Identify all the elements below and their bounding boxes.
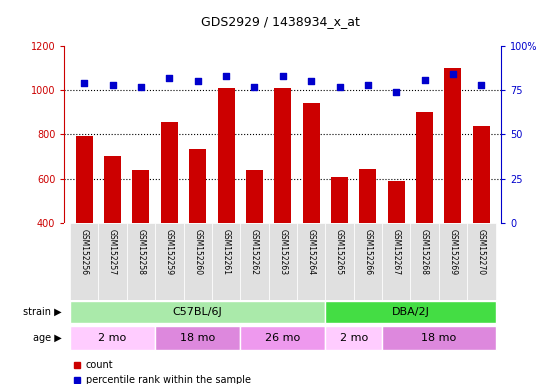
Bar bbox=[302, 104, 320, 223]
Point bbox=[80, 80, 88, 86]
Bar bbox=[127, 223, 155, 300]
Bar bbox=[325, 301, 496, 323]
Point bbox=[477, 82, 486, 88]
Bar bbox=[76, 136, 93, 223]
Bar bbox=[212, 223, 240, 300]
Point bbox=[250, 84, 259, 90]
Text: GSM152267: GSM152267 bbox=[392, 229, 401, 275]
Bar bbox=[331, 177, 348, 223]
Text: GSM152266: GSM152266 bbox=[363, 229, 372, 275]
Text: GSM152261: GSM152261 bbox=[222, 229, 231, 275]
Text: GSM152264: GSM152264 bbox=[307, 229, 316, 275]
Bar bbox=[70, 301, 325, 323]
Bar bbox=[445, 68, 461, 223]
Legend: count, percentile rank within the sample: count, percentile rank within the sample bbox=[69, 356, 255, 384]
Text: DBA/2J: DBA/2J bbox=[391, 307, 430, 317]
Text: GSM152259: GSM152259 bbox=[165, 229, 174, 275]
Point bbox=[278, 73, 287, 79]
Text: GDS2929 / 1438934_x_at: GDS2929 / 1438934_x_at bbox=[200, 15, 360, 28]
Bar bbox=[269, 223, 297, 300]
Bar bbox=[70, 326, 155, 350]
Bar bbox=[360, 169, 376, 223]
Bar bbox=[382, 223, 410, 300]
Bar bbox=[416, 112, 433, 223]
Bar bbox=[388, 181, 405, 223]
Bar bbox=[133, 170, 150, 223]
Bar bbox=[161, 122, 178, 223]
Bar bbox=[104, 157, 121, 223]
Text: GSM152269: GSM152269 bbox=[449, 229, 458, 275]
Bar bbox=[410, 223, 439, 300]
Text: GSM152256: GSM152256 bbox=[80, 229, 88, 275]
Point bbox=[307, 78, 316, 84]
Bar bbox=[189, 149, 206, 223]
Text: GSM152258: GSM152258 bbox=[137, 229, 146, 275]
Text: GSM152262: GSM152262 bbox=[250, 229, 259, 275]
Point bbox=[137, 84, 146, 90]
Point bbox=[165, 75, 174, 81]
Point bbox=[363, 82, 372, 88]
Bar bbox=[467, 223, 496, 300]
Bar bbox=[354, 223, 382, 300]
Bar bbox=[325, 326, 382, 350]
Text: 18 mo: 18 mo bbox=[180, 333, 216, 343]
Bar bbox=[297, 223, 325, 300]
Bar bbox=[218, 88, 235, 223]
Text: 18 mo: 18 mo bbox=[421, 333, 456, 343]
Text: 2 mo: 2 mo bbox=[339, 333, 368, 343]
Text: 2 mo: 2 mo bbox=[99, 333, 127, 343]
Point bbox=[392, 89, 401, 95]
Text: GSM152257: GSM152257 bbox=[108, 229, 117, 275]
Point bbox=[222, 73, 231, 79]
Bar bbox=[240, 326, 325, 350]
Text: GSM152265: GSM152265 bbox=[335, 229, 344, 275]
Bar bbox=[240, 223, 269, 300]
Bar bbox=[155, 326, 240, 350]
Point bbox=[449, 71, 458, 78]
Point bbox=[335, 84, 344, 90]
Point bbox=[108, 82, 117, 88]
Text: GSM152268: GSM152268 bbox=[420, 229, 429, 275]
Text: C57BL/6J: C57BL/6J bbox=[173, 307, 222, 317]
Bar bbox=[246, 170, 263, 223]
Bar bbox=[325, 223, 354, 300]
Bar bbox=[274, 88, 291, 223]
Point bbox=[420, 76, 429, 83]
Text: GSM152260: GSM152260 bbox=[193, 229, 202, 275]
Bar bbox=[439, 223, 467, 300]
Bar bbox=[184, 223, 212, 300]
Bar bbox=[155, 223, 184, 300]
Text: 26 mo: 26 mo bbox=[265, 333, 300, 343]
Text: GSM152263: GSM152263 bbox=[278, 229, 287, 275]
Text: strain ▶: strain ▶ bbox=[23, 307, 62, 317]
Point bbox=[193, 78, 202, 84]
Bar bbox=[70, 223, 99, 300]
Bar bbox=[473, 126, 490, 223]
Text: GSM152270: GSM152270 bbox=[477, 229, 486, 275]
Text: age ▶: age ▶ bbox=[33, 333, 62, 343]
Bar bbox=[99, 223, 127, 300]
Bar bbox=[382, 326, 496, 350]
